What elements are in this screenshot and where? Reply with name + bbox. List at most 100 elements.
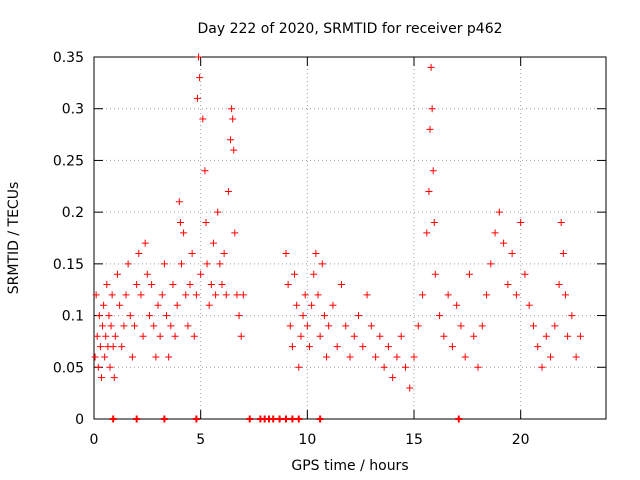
data-point	[430, 218, 438, 226]
data-point	[224, 187, 232, 195]
data-point	[312, 250, 320, 258]
data-point	[218, 281, 226, 289]
data-point	[176, 218, 184, 226]
data-point	[419, 291, 427, 299]
data-point	[143, 270, 151, 278]
y-tick-label: 0.1	[62, 309, 84, 325]
data-point	[220, 250, 228, 258]
data-point	[436, 312, 444, 320]
data-point	[525, 301, 533, 309]
data-point	[92, 291, 100, 299]
data-point	[192, 291, 200, 299]
data-point	[389, 374, 397, 382]
data-point	[508, 250, 516, 258]
data-point	[197, 270, 205, 278]
data-point	[195, 53, 203, 61]
data-point	[504, 281, 512, 289]
data-point	[303, 322, 311, 330]
x-tick-label: 5	[196, 432, 205, 448]
data-point	[139, 332, 147, 340]
data-point	[209, 239, 217, 247]
data-point	[99, 322, 107, 330]
data-point	[318, 260, 326, 268]
x-tick-label: 20	[512, 432, 530, 448]
data-point	[135, 250, 143, 258]
data-point	[190, 332, 198, 340]
data-point	[538, 363, 546, 371]
data-point	[333, 343, 341, 351]
data-point	[448, 343, 456, 351]
data-point	[376, 332, 384, 340]
data-point	[350, 332, 358, 340]
data-point	[111, 332, 119, 340]
data-point	[542, 332, 550, 340]
data-point	[342, 322, 350, 330]
data-point	[291, 270, 299, 278]
y-tick-label: 0.25	[53, 153, 84, 169]
data-point	[453, 301, 461, 309]
data-point	[96, 343, 104, 351]
data-point	[230, 146, 238, 154]
data-point	[167, 322, 175, 330]
data-point	[561, 291, 569, 299]
data-point	[346, 353, 354, 361]
data-point	[205, 301, 213, 309]
data-point	[91, 353, 99, 361]
data-points	[91, 53, 584, 423]
data-point	[397, 332, 405, 340]
chart-title: Day 222 of 2020, SRMTID for receiver p46…	[197, 21, 502, 37]
x-tick-label: 10	[298, 432, 316, 448]
data-point	[229, 115, 237, 123]
x-tick-label: 0	[90, 432, 99, 448]
data-point	[293, 301, 301, 309]
data-point	[233, 291, 241, 299]
data-point	[103, 281, 111, 289]
zero-value-point	[133, 415, 141, 423]
data-point	[177, 260, 185, 268]
data-point	[495, 208, 503, 216]
data-point	[193, 94, 201, 102]
zero-value-point	[288, 415, 296, 423]
zero-value-point	[276, 415, 284, 423]
data-point	[414, 322, 422, 330]
data-point	[555, 281, 563, 289]
data-point	[517, 218, 525, 226]
axis-ticks: 0 0.05 0.1 0.15 0.2 0.25 0.3 0.35 0 5 10 15 20	[53, 50, 606, 448]
data-point	[367, 322, 375, 330]
data-point	[500, 239, 508, 247]
data-point	[196, 74, 204, 82]
zero-value-point	[316, 415, 324, 423]
data-point	[188, 250, 196, 258]
data-point	[201, 167, 209, 175]
data-point	[160, 260, 168, 268]
plot-frame	[93, 56, 607, 420]
data-point	[231, 229, 239, 237]
data-point	[203, 260, 211, 268]
data-point	[171, 332, 179, 340]
data-point	[329, 301, 337, 309]
data-point	[137, 291, 145, 299]
data-point	[158, 291, 166, 299]
data-point	[286, 322, 294, 330]
data-point	[184, 322, 192, 330]
data-point	[95, 312, 103, 320]
data-point	[457, 322, 465, 330]
data-point	[564, 332, 572, 340]
data-point	[426, 125, 434, 133]
data-point	[126, 312, 134, 320]
zero-value-point	[160, 415, 168, 423]
data-point	[105, 312, 113, 320]
data-point	[237, 332, 245, 340]
data-point	[423, 229, 431, 237]
data-point	[199, 115, 207, 123]
data-point	[478, 322, 486, 330]
data-point	[222, 291, 230, 299]
data-point	[380, 363, 388, 371]
zero-value-point	[269, 415, 277, 423]
data-point	[118, 343, 126, 351]
data-point	[461, 353, 469, 361]
zero-value-point	[192, 415, 200, 423]
x-axis-label: GPS time / hours	[291, 458, 408, 474]
data-point	[128, 353, 136, 361]
